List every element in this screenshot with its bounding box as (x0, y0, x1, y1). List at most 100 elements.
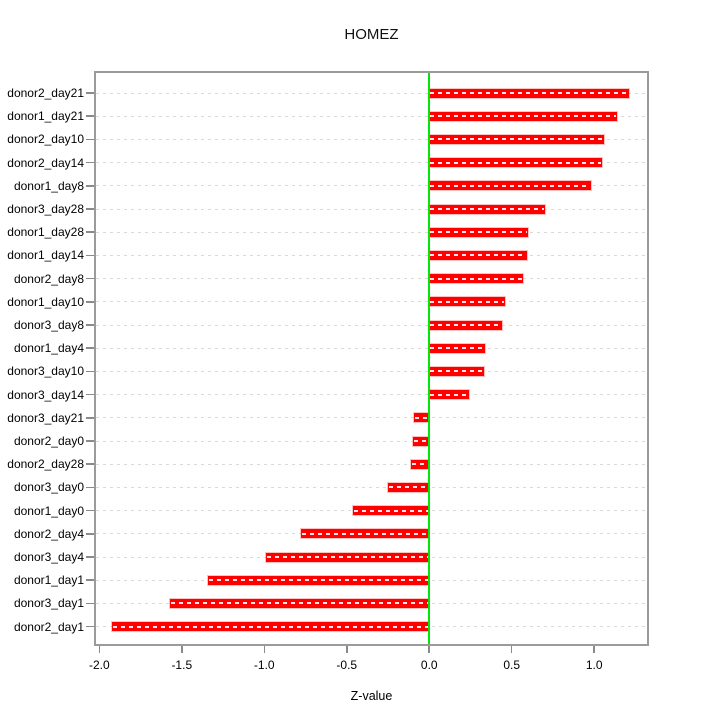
bar-donor3_day21 (414, 413, 430, 423)
bar-grid-overlay (413, 440, 429, 442)
x-tick-label: -1.0 (253, 658, 275, 672)
y-tick-label: donor2_day14 (7, 155, 84, 170)
y-tick (86, 115, 94, 117)
bar-grid-overlay (301, 532, 429, 535)
y-tick-label: donor2_day1 (13, 619, 84, 634)
y-tick-label: donor1_day1 (13, 573, 84, 588)
y-tick-label: donor2_day0 (13, 434, 84, 448)
y-tick-label: donor2_day21 (7, 86, 84, 100)
bar-grid-overlay (388, 486, 429, 489)
bar-grid-overlay (415, 416, 429, 419)
bar-grid-overlay (430, 231, 528, 234)
y-tick (86, 161, 94, 164)
bar-grid-overlay (209, 579, 429, 582)
bar-donor3_day0 (387, 482, 430, 492)
y-tick (86, 324, 94, 326)
y-tick-label: donor1_day0 (13, 503, 84, 518)
y-tick (86, 440, 94, 442)
y-tick-label: donor3_day21 (7, 410, 84, 425)
x-tick-label: 1.0 (585, 658, 603, 672)
y-tick (86, 463, 94, 465)
y-tick (86, 417, 94, 419)
y-tick (86, 625, 94, 628)
bar-grid-overlay (430, 161, 602, 164)
y-tick-label: donor2_day8 (13, 271, 84, 286)
y-tick (86, 138, 94, 141)
bar-donor1_day21 (429, 111, 618, 121)
x-tick (263, 646, 266, 653)
bar-grid-overlay (354, 509, 429, 512)
bar-donor2_day1 (112, 622, 430, 632)
y-tick (86, 370, 94, 373)
y-tick-label: donor3_day14 (7, 387, 84, 402)
bar-donor2_day10 (429, 134, 605, 144)
bar-donor2_day14 (429, 158, 603, 168)
bar-donor3_day28 (429, 204, 545, 214)
bar-grid-overlay (171, 602, 429, 605)
gridline (96, 347, 647, 349)
bar-donor1_day4 (429, 343, 486, 353)
bar-donor3_day4 (265, 552, 430, 562)
x-tick (593, 646, 595, 653)
bar-grid-overlay (412, 463, 429, 466)
y-tick-label: donor1_day14 (7, 248, 84, 263)
bar-donor1_day14 (429, 250, 527, 260)
y-tick (86, 254, 94, 257)
bar-grid-overlay (430, 208, 544, 210)
gridline (96, 115, 647, 117)
y-tick (86, 486, 94, 489)
bar-donor1_day0 (353, 506, 430, 516)
y-tick-label: donor1_day4 (13, 341, 84, 356)
y-tick-label: donor1_day10 (7, 294, 84, 309)
y-tick-label: donor2_day28 (7, 457, 84, 472)
y-tick-label: donor3_day10 (7, 364, 84, 379)
bar-grid-overlay (430, 138, 604, 141)
y-tick (86, 393, 94, 396)
x-tick-label: 0.0 (420, 658, 438, 672)
x-axis-label: Z-value (350, 689, 393, 703)
y-tick-label: donor1_day28 (7, 225, 84, 240)
plot-area (94, 71, 649, 646)
y-tick (86, 579, 94, 581)
bar-grid-overlay (430, 184, 590, 187)
gridline (96, 486, 647, 488)
gridline (96, 185, 647, 187)
bar-donor2_day21 (429, 88, 629, 98)
y-tick-label: donor3_day1 (13, 596, 84, 611)
x-tick (346, 646, 348, 653)
x-tick (98, 646, 101, 653)
zero-line (428, 73, 431, 644)
y-tick-label: donor3_day0 (13, 480, 84, 495)
y-tick (86, 533, 94, 535)
bar-donor1_day8 (429, 181, 591, 191)
gridline (96, 92, 647, 94)
gridline (96, 370, 647, 372)
gridline (96, 231, 647, 233)
x-tick-label: -0.5 (336, 658, 358, 672)
bar-grid-overlay (113, 625, 429, 628)
gridline (96, 417, 647, 419)
bar-donor2_day8 (429, 274, 524, 284)
chart-title: HOMEZ (344, 26, 399, 43)
y-tick-label: donor3_day28 (7, 202, 84, 216)
gridline (96, 301, 647, 303)
y-tick-label: donor1_day8 (13, 178, 84, 193)
bar-donor2_day0 (412, 436, 430, 446)
bar-donor3_day8 (429, 320, 502, 330)
bar-grid-overlay (430, 277, 523, 280)
bar-donor3_day10 (429, 366, 484, 376)
bar-grid-overlay (430, 92, 628, 94)
y-tick (86, 602, 94, 605)
bar-grid-overlay (430, 370, 483, 373)
y-tick (86, 509, 94, 512)
x-tick (181, 646, 183, 653)
bar-grid-overlay (266, 556, 429, 558)
gridline (96, 394, 647, 396)
y-tick-label: donor2_day4 (13, 526, 84, 541)
y-tick-label: donor3_day8 (13, 318, 84, 332)
bar-grid-overlay (430, 300, 505, 303)
y-tick (86, 231, 94, 233)
y-tick-label: donor3_day4 (13, 550, 84, 564)
y-tick (86, 301, 94, 303)
